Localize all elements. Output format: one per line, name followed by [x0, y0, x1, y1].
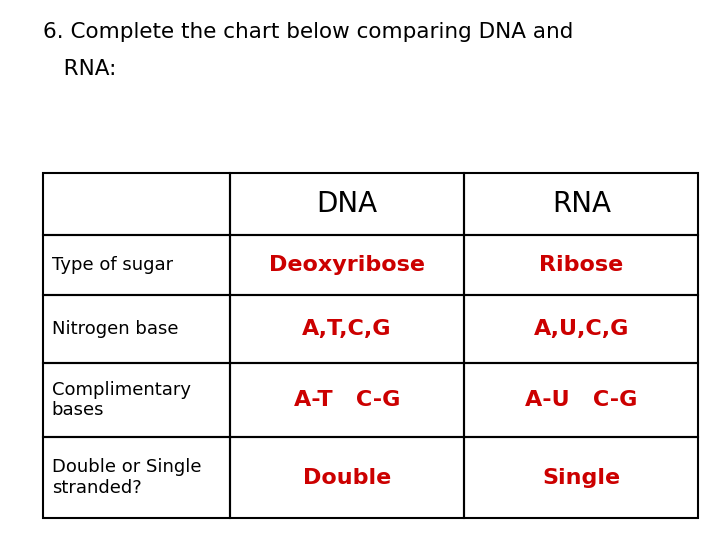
Text: Complimentary
bases: Complimentary bases [52, 381, 191, 420]
Text: Double or Single
stranded?: Double or Single stranded? [52, 458, 202, 497]
Text: A-U   C-G: A-U C-G [525, 390, 637, 410]
Text: RNA: RNA [552, 190, 611, 218]
Text: A,U,C,G: A,U,C,G [534, 319, 629, 339]
Text: Nitrogen base: Nitrogen base [52, 320, 179, 338]
Text: Single: Single [542, 468, 621, 488]
Text: Type of sugar: Type of sugar [52, 256, 173, 274]
Text: A,T,C,G: A,T,C,G [302, 319, 392, 339]
Text: DNA: DNA [317, 190, 377, 218]
Text: RNA:: RNA: [43, 59, 117, 79]
Text: 6. Complete the chart below comparing DNA and: 6. Complete the chart below comparing DN… [43, 22, 574, 42]
Text: Ribose: Ribose [539, 255, 624, 275]
Text: Deoxyribose: Deoxyribose [269, 255, 425, 275]
Text: A-T   C-G: A-T C-G [294, 390, 400, 410]
Text: Double: Double [303, 468, 391, 488]
